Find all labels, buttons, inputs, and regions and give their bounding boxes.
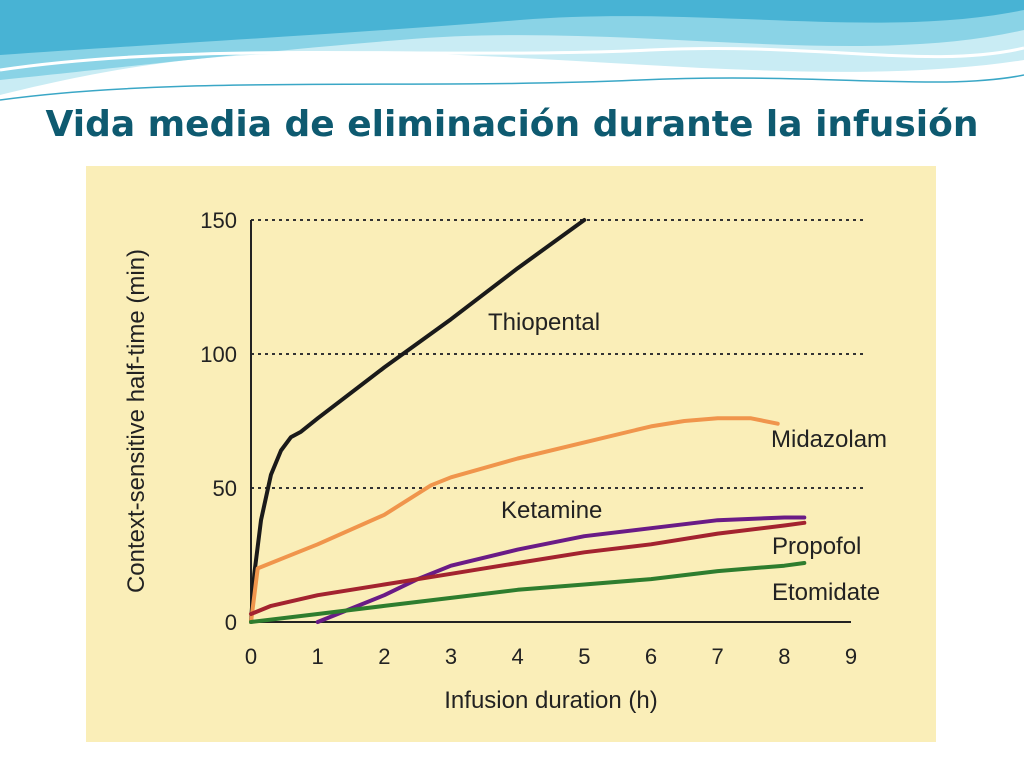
x-tick-labels: 0 1 2 3 4 5 6 7 8 9 bbox=[245, 644, 857, 669]
y-tick-label: 100 bbox=[200, 342, 237, 367]
x-tick-label: 2 bbox=[378, 644, 390, 669]
x-tick-label: 9 bbox=[845, 644, 857, 669]
slide-title: Vida media de eliminación durante la inf… bbox=[45, 104, 979, 145]
chart-panel: 0 50 100 150 0 1 2 3 4 5 6 7 8 9 Infusion duration (… bbox=[86, 166, 936, 742]
y-axis-label: Context-sensitive half-time (min) bbox=[123, 249, 150, 593]
x-tick-label: 6 bbox=[645, 644, 657, 669]
axes bbox=[250, 220, 851, 623]
header-wave-decoration bbox=[0, 0, 1024, 101]
y-tick-label: 0 bbox=[225, 610, 237, 635]
series-line-etomidate bbox=[249, 561, 807, 624]
x-tick-label: 0 bbox=[245, 644, 257, 669]
x-tick-label: 3 bbox=[445, 644, 457, 669]
wave-line-teal bbox=[0, 74, 1024, 101]
line-chart: 0 50 100 150 0 1 2 3 4 5 6 7 8 9 Infusion duration (… bbox=[123, 208, 887, 714]
series-line-ketamine bbox=[315, 515, 807, 624]
x-tick-label: 8 bbox=[778, 644, 790, 669]
series-label-propofol: Propofol bbox=[772, 533, 861, 560]
series-label-ketamine: Ketamine bbox=[501, 497, 602, 524]
gridlines bbox=[251, 219, 866, 489]
x-tick-label: 7 bbox=[712, 644, 724, 669]
y-tick-labels: 0 50 100 150 bbox=[200, 208, 237, 635]
x-tick-label: 4 bbox=[512, 644, 524, 669]
y-tick-label: 50 bbox=[213, 476, 237, 501]
series-line-thiopental bbox=[249, 218, 587, 624]
wave-line-white bbox=[0, 46, 1024, 72]
series-label-thiopental: Thiopental bbox=[488, 309, 600, 336]
x-tick-label: 5 bbox=[578, 644, 590, 669]
series-lines bbox=[249, 218, 807, 624]
series-line-midazolam bbox=[249, 416, 780, 624]
series-label-etomidate: Etomidate bbox=[772, 579, 880, 606]
x-tick-label: 1 bbox=[312, 644, 324, 669]
wave-band-dark bbox=[0, 0, 1024, 55]
x-axis-label: Infusion duration (h) bbox=[444, 687, 657, 714]
series-line-propofol bbox=[249, 520, 807, 616]
y-tick-label: 150 bbox=[200, 208, 237, 233]
series-label-midazolam: Midazolam bbox=[771, 426, 887, 453]
